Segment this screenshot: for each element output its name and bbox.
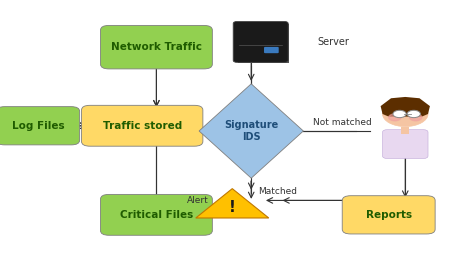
Text: Matched: Matched (258, 187, 297, 196)
FancyBboxPatch shape (238, 24, 289, 63)
Circle shape (410, 114, 422, 121)
FancyBboxPatch shape (342, 196, 435, 234)
FancyBboxPatch shape (100, 194, 212, 235)
Text: Server: Server (318, 37, 349, 47)
FancyBboxPatch shape (82, 105, 203, 146)
Text: Not matched: Not matched (313, 118, 372, 127)
Text: !: ! (229, 200, 236, 215)
FancyBboxPatch shape (100, 25, 212, 69)
Circle shape (407, 110, 420, 118)
Text: Log Files: Log Files (11, 121, 64, 131)
Polygon shape (199, 84, 303, 178)
Circle shape (393, 110, 406, 118)
Text: Network Traffic: Network Traffic (111, 42, 202, 52)
Text: Alert: Alert (187, 196, 209, 205)
Polygon shape (196, 189, 269, 218)
Polygon shape (381, 97, 430, 117)
Text: Signature
IDS: Signature IDS (224, 120, 278, 142)
FancyBboxPatch shape (383, 130, 428, 159)
Text: Traffic stored: Traffic stored (102, 121, 182, 131)
Circle shape (383, 101, 428, 127)
Text: Critical Files: Critical Files (120, 210, 193, 220)
Circle shape (389, 114, 401, 121)
FancyBboxPatch shape (264, 47, 279, 53)
FancyBboxPatch shape (233, 21, 288, 62)
Text: Reports: Reports (365, 210, 412, 220)
FancyBboxPatch shape (0, 107, 80, 145)
Bar (401, 127, 409, 134)
